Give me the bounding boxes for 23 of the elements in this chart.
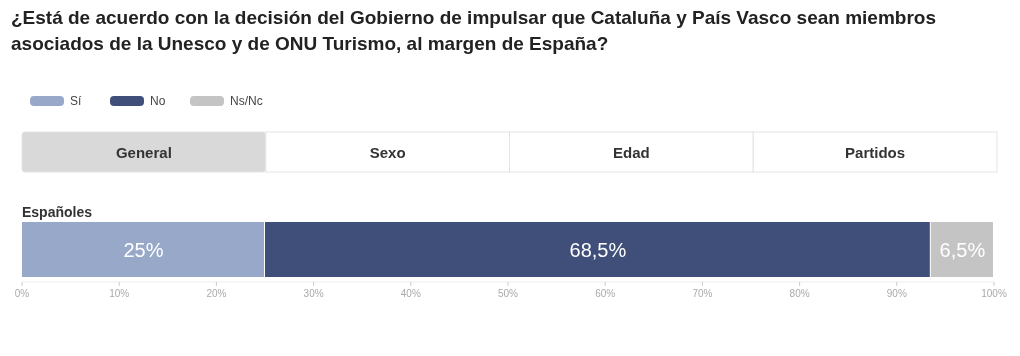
bar <box>265 222 930 277</box>
x-tick-label: 50% <box>497 288 519 299</box>
chart-title: ¿Está de acuerdo con la decisión del Gobierno de impulsar que Cataluña y País Vasco sean miembros asociados de la Unesco y de ONU Turismo, al margen de España? <box>11 7 936 54</box>
x-tick-label: 40% <box>400 288 421 299</box>
data-label: 68,5% <box>569 238 627 261</box>
data-label: 25% <box>123 238 164 261</box>
x-tick-label: 20% <box>206 288 227 299</box>
legend-label: Sí <box>70 94 82 108</box>
tab-bar: General Sexo Edad Partidos <box>21 131 998 173</box>
x-tick-label: 80% <box>789 288 810 299</box>
x-tick-label: 0% <box>14 288 30 299</box>
legend-label: No <box>150 94 166 108</box>
y-tick-label: Españoles <box>22 204 93 220</box>
bar <box>930 222 993 277</box>
x-tick-label: 60% <box>595 288 616 299</box>
x-tick-label: 70% <box>692 288 713 299</box>
data-label: 6,5% <box>939 238 986 261</box>
x-tick-label: 100% <box>981 288 1007 299</box>
x-tick-label: 30% <box>303 288 324 299</box>
x-tick-label: 10% <box>109 288 130 299</box>
x-tick-label: 90% <box>886 288 907 299</box>
legend-label: Ns/Nc <box>230 94 263 108</box>
bar <box>22 222 264 277</box>
